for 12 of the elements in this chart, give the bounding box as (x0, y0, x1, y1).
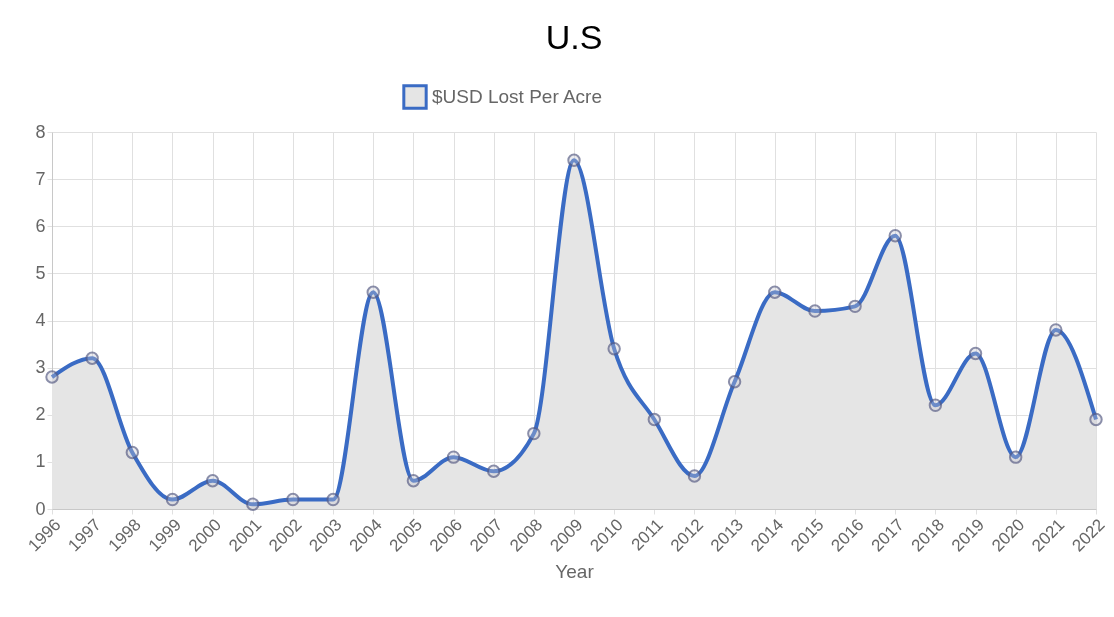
y-tick-label: 2 (35, 404, 46, 425)
x-axis-title: Year (555, 560, 595, 582)
y-tick-label: 0 (35, 498, 46, 519)
y-tick-label: 7 (35, 168, 46, 189)
y-tick-label: 3 (35, 357, 46, 378)
legend-label: $USD Lost Per Acre (432, 86, 603, 107)
y-tick-label: 5 (35, 262, 46, 283)
y-tick-label: 6 (35, 215, 46, 236)
y-tick-label: 1 (35, 451, 46, 472)
y-tick-label: 8 (35, 121, 46, 142)
chart-title: U.S (545, 18, 603, 56)
y-tick-label: 4 (35, 310, 46, 330)
